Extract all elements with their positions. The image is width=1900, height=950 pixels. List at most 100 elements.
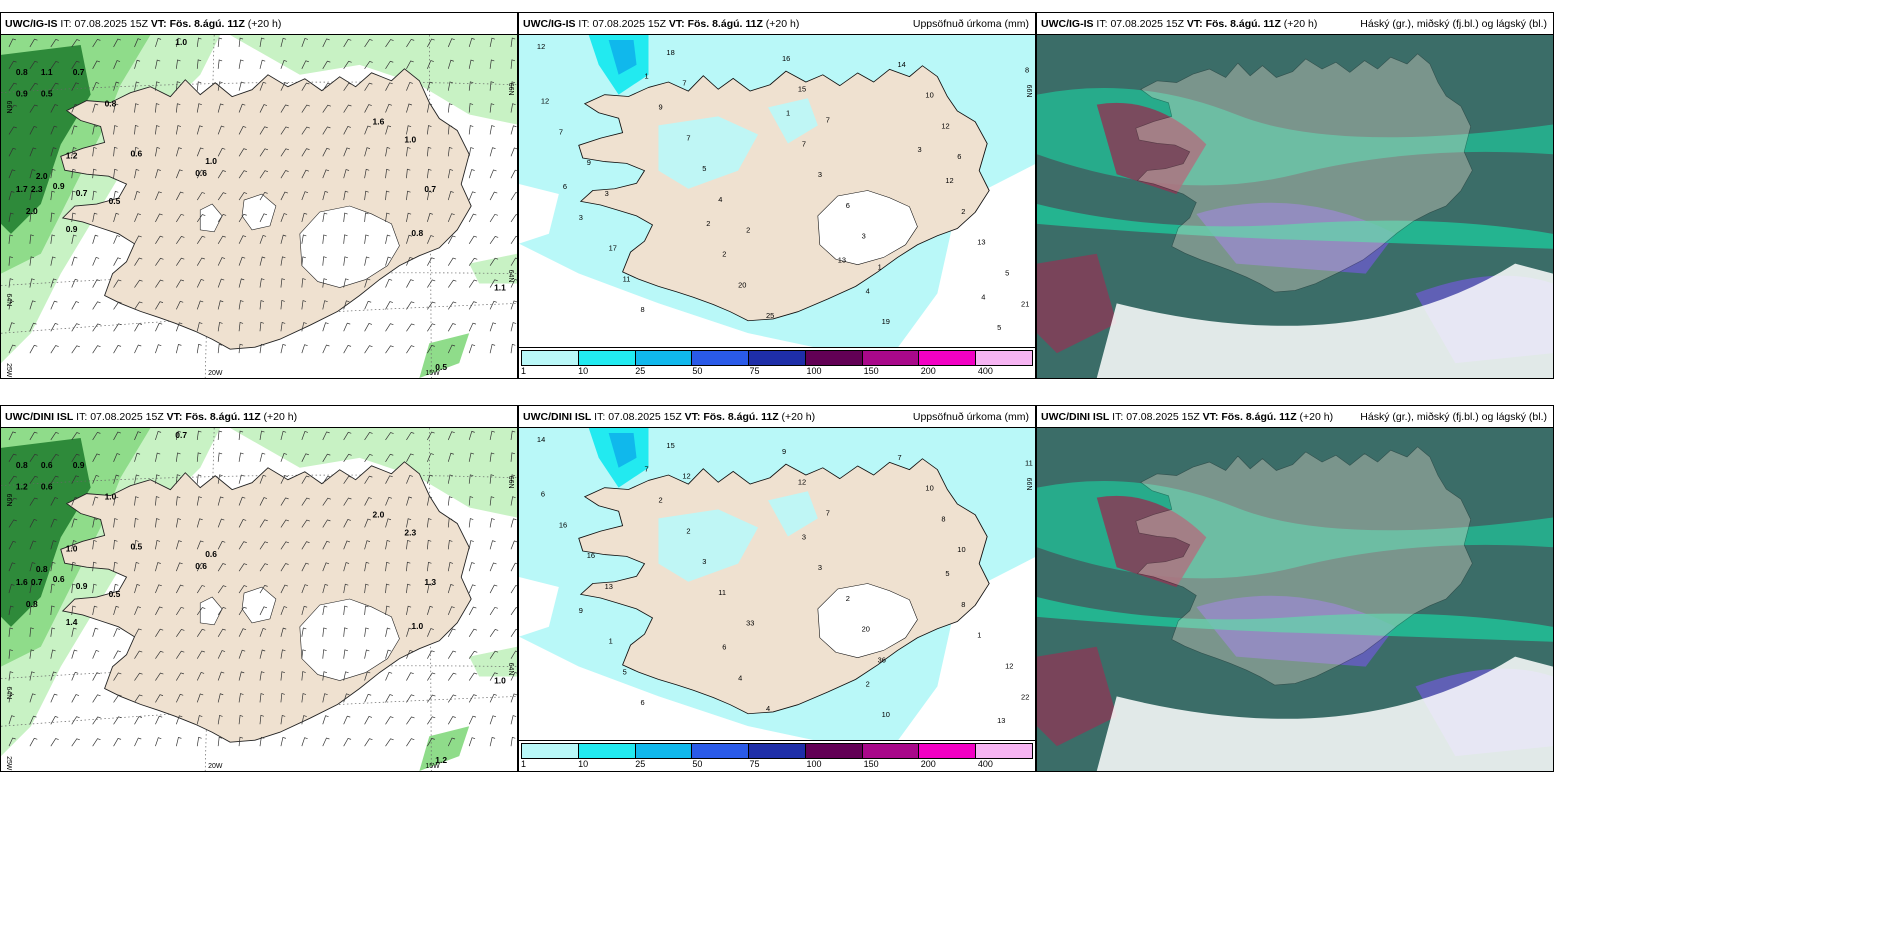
lead-time: (+20 h) bbox=[1299, 411, 1334, 423]
legend-colorbar bbox=[521, 743, 1033, 759]
model-name: UWC/IG-IS bbox=[5, 18, 58, 30]
precip-value: 11 bbox=[718, 588, 726, 597]
precip-value: 11 bbox=[623, 274, 631, 283]
precip-value: 13 bbox=[997, 716, 1005, 725]
value-label: 1.0 bbox=[175, 37, 187, 47]
precip-value: 12 bbox=[1005, 661, 1013, 670]
precip-legend: 1 10 25 50 75 100 150 200 400 bbox=[519, 347, 1035, 378]
lat-label: 25W bbox=[5, 756, 12, 771]
lat-label: 64N bbox=[5, 686, 12, 699]
precip-shading bbox=[519, 35, 1035, 348]
vt-label: VT: bbox=[1186, 18, 1203, 30]
init-time: 07.08.2025 15Z bbox=[74, 18, 148, 30]
precip-value: 6 bbox=[957, 152, 961, 161]
precip-value: 2 bbox=[686, 526, 690, 535]
value-label: 1.0 bbox=[105, 492, 117, 502]
valid-time: Fös. 8.ágú. 11Z bbox=[185, 411, 261, 423]
value-label: 0.6 bbox=[130, 148, 142, 158]
init-time: 07.08.2025 15Z bbox=[1126, 411, 1200, 423]
precip-value: 7 bbox=[559, 127, 563, 136]
value-label: 0.8 bbox=[26, 599, 38, 609]
precip-value: 33 bbox=[746, 619, 754, 628]
precip-value: 12 bbox=[941, 121, 949, 130]
precip-value: 10 bbox=[925, 91, 933, 100]
precip-value: 12 bbox=[798, 478, 806, 487]
precip-value: 10 bbox=[957, 545, 965, 554]
value-label: 0.6 bbox=[41, 460, 53, 470]
legend-swatch bbox=[578, 744, 636, 758]
panel-header: UWC/IG-IS IT: 07.08.2025 15Z VT: Fös. 8.… bbox=[1037, 13, 1553, 35]
value-label: 0.7 bbox=[424, 184, 436, 194]
precip-value: 6 bbox=[541, 490, 545, 499]
glacier bbox=[199, 203, 223, 233]
it-label: IT: bbox=[1112, 411, 1124, 423]
lon-label: 15W bbox=[425, 763, 440, 770]
precip-value: 10 bbox=[882, 710, 890, 719]
precip-value: 7 bbox=[645, 465, 649, 474]
value-label: 0.6 bbox=[53, 574, 65, 584]
value-label: 0.6 bbox=[195, 168, 207, 178]
value-label: 0.7 bbox=[73, 67, 85, 77]
precip-value: 7 bbox=[682, 79, 686, 88]
legend-swatch bbox=[805, 351, 863, 365]
legend-swatch bbox=[749, 351, 806, 365]
model-name: UWC/IG-IS bbox=[523, 18, 576, 30]
precip-value: 6 bbox=[563, 182, 567, 191]
lat-label: 66N bbox=[1025, 478, 1032, 491]
value-label: 1.0 bbox=[404, 134, 416, 144]
legend-tick: 50 bbox=[692, 366, 703, 376]
value-label: 2.0 bbox=[373, 509, 385, 519]
panel-header: UWC/IG-IS IT: 07.08.2025 15Z VT: Fös. 8.… bbox=[519, 13, 1035, 35]
value-label: 1.0 bbox=[66, 543, 78, 553]
precip-value: 6 bbox=[641, 698, 645, 707]
it-label: IT: bbox=[594, 411, 606, 423]
value-label: 0.6 bbox=[205, 549, 217, 559]
legend-swatch bbox=[919, 744, 977, 758]
precip-value: 11 bbox=[1025, 459, 1033, 468]
value-label: 1.6 bbox=[373, 116, 385, 126]
precip-value: 7 bbox=[826, 115, 830, 124]
precip-value: 8 bbox=[641, 305, 645, 314]
precip-value: 16 bbox=[782, 54, 790, 63]
legend-swatch bbox=[522, 744, 579, 758]
precip-value: 9 bbox=[658, 103, 662, 112]
precip-value: 8 bbox=[941, 514, 945, 523]
value-label: 0.9 bbox=[66, 224, 78, 234]
precip-value: 14 bbox=[537, 435, 545, 444]
legend-swatch bbox=[862, 351, 920, 365]
legend-tick: 1 bbox=[521, 366, 527, 376]
legend-swatch bbox=[919, 351, 977, 365]
precip-value: 7 bbox=[826, 508, 830, 517]
value-label: 1.4 bbox=[66, 617, 78, 627]
value-label: 0.8 bbox=[16, 460, 28, 470]
model-name: UWC/DINI ISL bbox=[523, 411, 592, 423]
precip-value: 9 bbox=[782, 447, 786, 456]
model-name: UWC/DINI ISL bbox=[1041, 411, 1110, 423]
lead-time: (+20 h) bbox=[1283, 18, 1318, 30]
lead-time: (+20 h) bbox=[263, 411, 298, 423]
init-time: 07.08.2025 15Z bbox=[608, 411, 682, 423]
value-label: 0.9 bbox=[53, 181, 65, 191]
precip-value: 7 bbox=[898, 453, 902, 462]
precip-value: 4 bbox=[738, 673, 742, 682]
cloud-shading bbox=[1037, 88, 1553, 378]
glacier bbox=[817, 190, 918, 265]
legend-tick: 400 bbox=[977, 366, 993, 376]
precip-value: 3 bbox=[818, 563, 822, 572]
value-label: 2.0 bbox=[26, 206, 38, 216]
precip-value: 25 bbox=[766, 311, 774, 320]
legend-tick: 75 bbox=[749, 759, 760, 769]
precip-value: 4 bbox=[866, 286, 870, 295]
panel-right-title: Uppsöfnuð úrkoma (mm) bbox=[912, 411, 1029, 423]
value-label: 1.1 bbox=[41, 67, 53, 77]
legend-tick: 150 bbox=[863, 366, 879, 376]
legend-tick: 150 bbox=[863, 759, 879, 769]
panel-cloud-igis: UWC/IG-IS IT: 07.08.2025 15Z VT: Fös. 8.… bbox=[1036, 12, 1554, 379]
precip-value: 3 bbox=[802, 532, 806, 541]
lon-label: 15W bbox=[425, 370, 440, 377]
panel-header: UWC/IG-IS IT: 07.08.2025 15Z VT: Fös. 8.… bbox=[1, 13, 517, 35]
lat-label: 66N bbox=[5, 101, 12, 114]
lat-label: 25W bbox=[5, 363, 12, 378]
legend-swatch bbox=[976, 351, 1033, 365]
valid-time: Fös. 8.ágú. 11Z bbox=[1221, 411, 1297, 423]
